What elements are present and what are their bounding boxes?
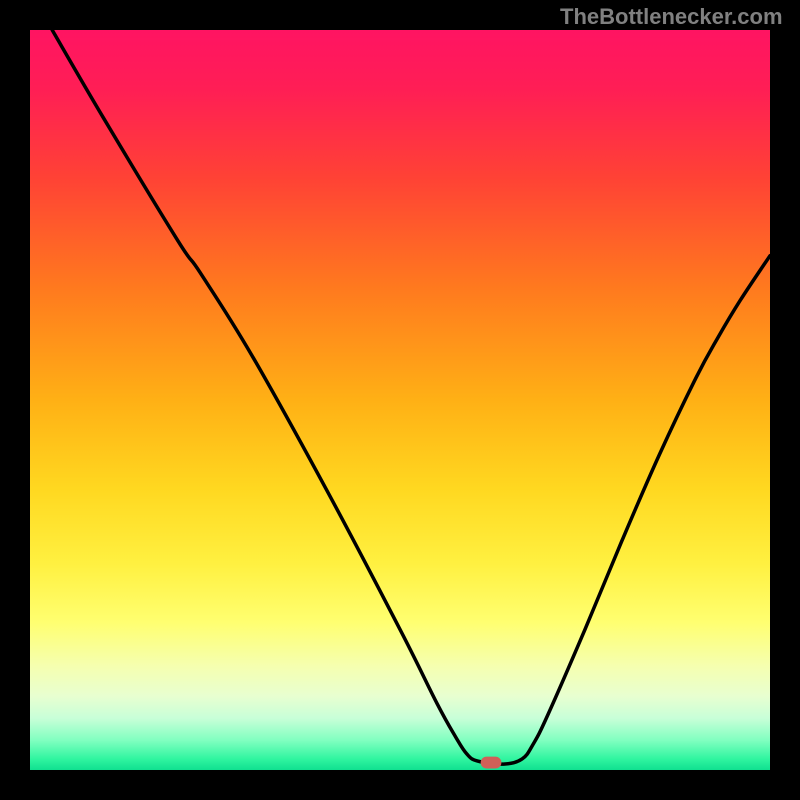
bottleneck-chart-svg bbox=[30, 30, 770, 770]
plot-area bbox=[30, 30, 770, 770]
gradient-background bbox=[30, 30, 770, 770]
chart-frame: TheBottlenecker.com bbox=[0, 0, 800, 800]
optimal-marker bbox=[481, 757, 502, 769]
watermark-text: TheBottlenecker.com bbox=[560, 4, 783, 30]
